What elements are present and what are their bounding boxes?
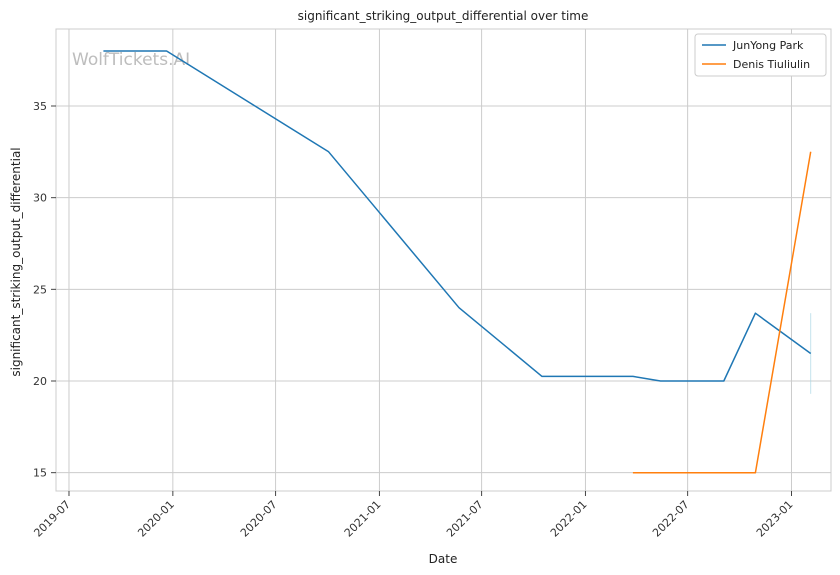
- y-tick-label: 15: [33, 467, 47, 480]
- legend-label-junyong-park: JunYong Park: [732, 39, 804, 52]
- plot-frame: [55, 28, 832, 492]
- series-lines: [103, 50, 812, 474]
- y-tick-label: 20: [33, 375, 47, 388]
- x-axis-title: Date: [429, 552, 458, 566]
- legend: JunYong Park Denis Tiuliulin: [694, 33, 827, 77]
- y-tick-label: 35: [33, 100, 47, 113]
- y-tick-labels: 15 20 25 30 35: [33, 100, 56, 480]
- series-line-denis-tiuliulin: [632, 151, 812, 474]
- y-tick-label: 30: [33, 192, 47, 205]
- series-line-junyong-park: [103, 50, 812, 382]
- chart-title: significant_striking_output_differential…: [298, 9, 589, 23]
- y-axis-title: significant_striking_output_differential: [9, 147, 23, 376]
- y-tick-label: 25: [33, 283, 47, 296]
- legend-box: [694, 33, 827, 77]
- watermark: WolfTickets.AI: [72, 50, 190, 70]
- legend-label-denis-tiuliulin: Denis Tiuliulin: [733, 58, 810, 71]
